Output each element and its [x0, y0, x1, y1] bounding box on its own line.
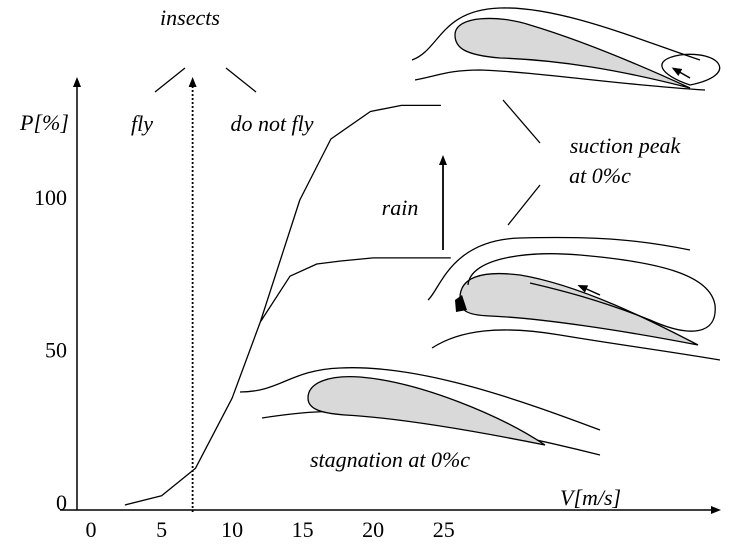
- x-tick-label: 10: [221, 517, 243, 542]
- insects-label: insects: [160, 5, 220, 30]
- suction-label: suction peak: [570, 133, 682, 158]
- rain-label: rain: [382, 195, 419, 220]
- curve: [259, 257, 451, 323]
- x-tick-label: 5: [156, 517, 167, 542]
- x-tick-label: 20: [362, 517, 384, 542]
- x-tick-label: 15: [292, 517, 314, 542]
- y-tick-label: 0: [56, 490, 67, 515]
- stagnation-label: stagnation at 0%c: [310, 447, 470, 472]
- airfoil-clean: [239, 367, 601, 456]
- y-axis-label: P[%]: [19, 110, 69, 135]
- do-not-fly-label: do not fly: [230, 111, 313, 136]
- y-tick-label: 50: [45, 338, 67, 363]
- insect-line: [154, 67, 186, 93]
- pointer-line: [502, 99, 541, 144]
- fly-label: fly: [131, 111, 153, 136]
- x-tick-label: 0: [86, 517, 97, 542]
- pointer-line: [507, 184, 541, 226]
- suction-label: at 0%c: [569, 163, 631, 188]
- y-tick-label: 100: [34, 185, 67, 210]
- curve: [124, 104, 441, 506]
- airfoil-stagnation-rain: [427, 236, 721, 361]
- insect-line: [225, 67, 257, 93]
- x-axis-label: V[m/s]: [560, 485, 621, 510]
- airfoil-suction: [411, 7, 721, 91]
- x-tick-label: 25: [433, 517, 455, 542]
